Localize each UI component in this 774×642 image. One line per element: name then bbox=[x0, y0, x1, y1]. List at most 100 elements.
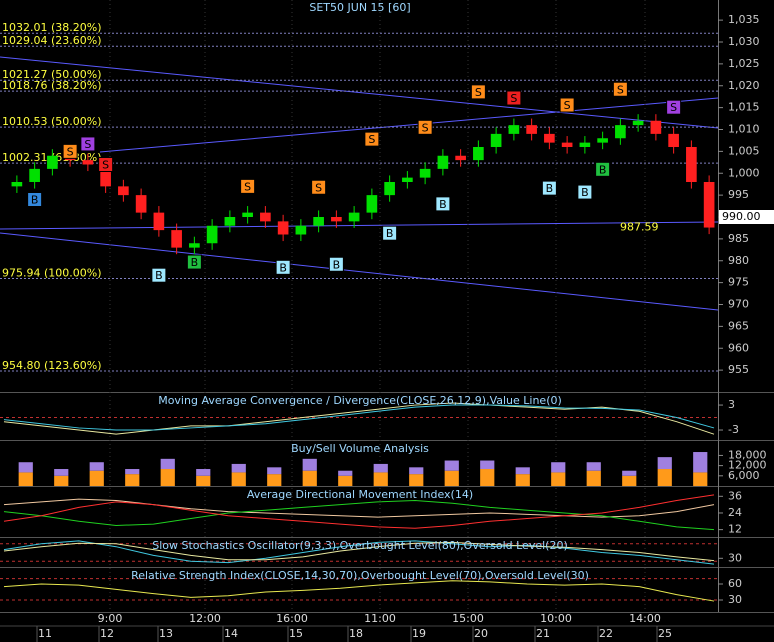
panel-title: SET50 JUN 15 [60] bbox=[309, 1, 410, 14]
candle-body bbox=[526, 125, 537, 134]
candle-body bbox=[668, 133, 679, 147]
candle-body bbox=[47, 155, 58, 169]
signal-marker bbox=[186, 254, 202, 270]
signal-label: S bbox=[475, 86, 482, 99]
volume-bar bbox=[302, 458, 317, 471]
signal-marker bbox=[470, 84, 486, 100]
volume-bar bbox=[160, 458, 175, 470]
volume-bar bbox=[160, 469, 175, 486]
y-tick-label: 36 bbox=[728, 489, 742, 502]
date-label: 14 bbox=[224, 627, 238, 640]
panel-title: Moving Average Convergence / Divergence(… bbox=[158, 394, 562, 407]
time-label: 14:00 bbox=[629, 612, 661, 625]
y-tick-label: 1,020 bbox=[728, 79, 760, 92]
fib-label: 954.80 (123.60%) bbox=[2, 359, 102, 372]
candle-body bbox=[11, 182, 23, 187]
volume-bar bbox=[54, 475, 69, 486]
last-price-label: 990.00 bbox=[722, 210, 761, 223]
date-label: 22 bbox=[599, 627, 613, 640]
signal-marker bbox=[417, 119, 433, 135]
signal-label: S bbox=[422, 121, 429, 134]
candle-body bbox=[100, 164, 111, 187]
y-tick-label: 30 bbox=[728, 593, 742, 606]
volume-bar bbox=[302, 470, 317, 486]
volume-bar bbox=[444, 470, 459, 486]
volume-bar bbox=[267, 467, 282, 475]
date-label: 15 bbox=[289, 627, 303, 640]
indicator-line bbox=[3, 494, 715, 529]
signal-label: B bbox=[191, 256, 199, 269]
candle-body bbox=[597, 138, 608, 143]
signal-marker bbox=[577, 184, 593, 200]
time-axis-bg bbox=[0, 613, 774, 642]
candle-body bbox=[348, 212, 360, 222]
signal-marker bbox=[506, 90, 522, 106]
candle-body bbox=[544, 133, 555, 143]
signal-marker bbox=[80, 136, 96, 152]
y-tick-label: 6,000 bbox=[728, 469, 760, 482]
y-tick-label: 1,030 bbox=[728, 35, 760, 48]
candle-body bbox=[135, 195, 147, 213]
candle-body bbox=[206, 225, 218, 244]
date-label: 18 bbox=[349, 627, 363, 640]
signal-label: S bbox=[102, 159, 109, 172]
y-tick-label: 1,000 bbox=[728, 166, 760, 179]
volume-bar bbox=[657, 469, 672, 486]
fib-label: 1032.01 (38.20%) bbox=[2, 21, 102, 34]
indicator-line bbox=[3, 498, 715, 518]
volume-bar bbox=[231, 463, 246, 473]
last-price-box bbox=[719, 210, 774, 224]
time-label: 15:00 bbox=[452, 612, 484, 625]
candle-body bbox=[437, 155, 449, 169]
fib-label: 975.94 (100.00%) bbox=[2, 267, 102, 280]
volume-bar bbox=[586, 470, 601, 486]
signal-marker bbox=[328, 256, 344, 272]
trend-line bbox=[99, 97, 719, 153]
y-tick-label: 1,010 bbox=[728, 123, 760, 136]
candle-body bbox=[277, 221, 289, 235]
volume-bar bbox=[551, 462, 566, 473]
panel-title: Relative Strength Index(CLOSE,14,30,70),… bbox=[131, 569, 589, 582]
y-tick-label: -3 bbox=[728, 423, 739, 436]
volume-bar bbox=[89, 462, 104, 471]
candle-body bbox=[171, 230, 182, 248]
y-tick-label: 24 bbox=[728, 506, 742, 519]
indicator-line bbox=[3, 541, 715, 562]
candle-body bbox=[650, 120, 662, 134]
date-label: 12 bbox=[100, 627, 114, 640]
volume-bar bbox=[693, 452, 708, 473]
date-label: 25 bbox=[658, 627, 672, 640]
trend-line bbox=[0, 221, 719, 230]
volume-bar bbox=[267, 474, 282, 486]
indicator-line bbox=[3, 499, 715, 531]
volume-bar bbox=[551, 472, 566, 486]
signal-label: B bbox=[279, 261, 287, 274]
volume-bar bbox=[125, 469, 140, 475]
fib-label: 1021.27 (50.00%) bbox=[2, 68, 102, 81]
indicator-line bbox=[3, 404, 715, 431]
y-tick-label: 980 bbox=[728, 254, 749, 267]
candle-body bbox=[153, 212, 165, 231]
candle-body bbox=[455, 155, 466, 161]
volume-bar bbox=[18, 472, 33, 486]
signal-marker bbox=[27, 192, 43, 207]
time-label: 12:00 bbox=[189, 612, 221, 625]
signal-label: S bbox=[244, 180, 251, 193]
trend-lines bbox=[0, 56, 719, 311]
fib-label: 1018.76 (38.20%) bbox=[2, 79, 102, 92]
candle-body bbox=[402, 177, 413, 182]
candle-body bbox=[686, 147, 697, 182]
indicator-line bbox=[3, 580, 715, 602]
signal-marker bbox=[612, 81, 628, 97]
candle-body bbox=[508, 125, 520, 134]
candle-body bbox=[260, 212, 271, 222]
volume-bar bbox=[409, 467, 424, 475]
volume-bar bbox=[586, 462, 601, 471]
signal-marker bbox=[364, 131, 380, 147]
y-tick-label: 30 bbox=[728, 551, 742, 564]
candle-body bbox=[29, 168, 40, 182]
y-tick-label: 965 bbox=[728, 319, 749, 332]
candle-body bbox=[295, 225, 307, 235]
signal-label: B bbox=[439, 198, 447, 211]
candle-body bbox=[366, 195, 378, 213]
